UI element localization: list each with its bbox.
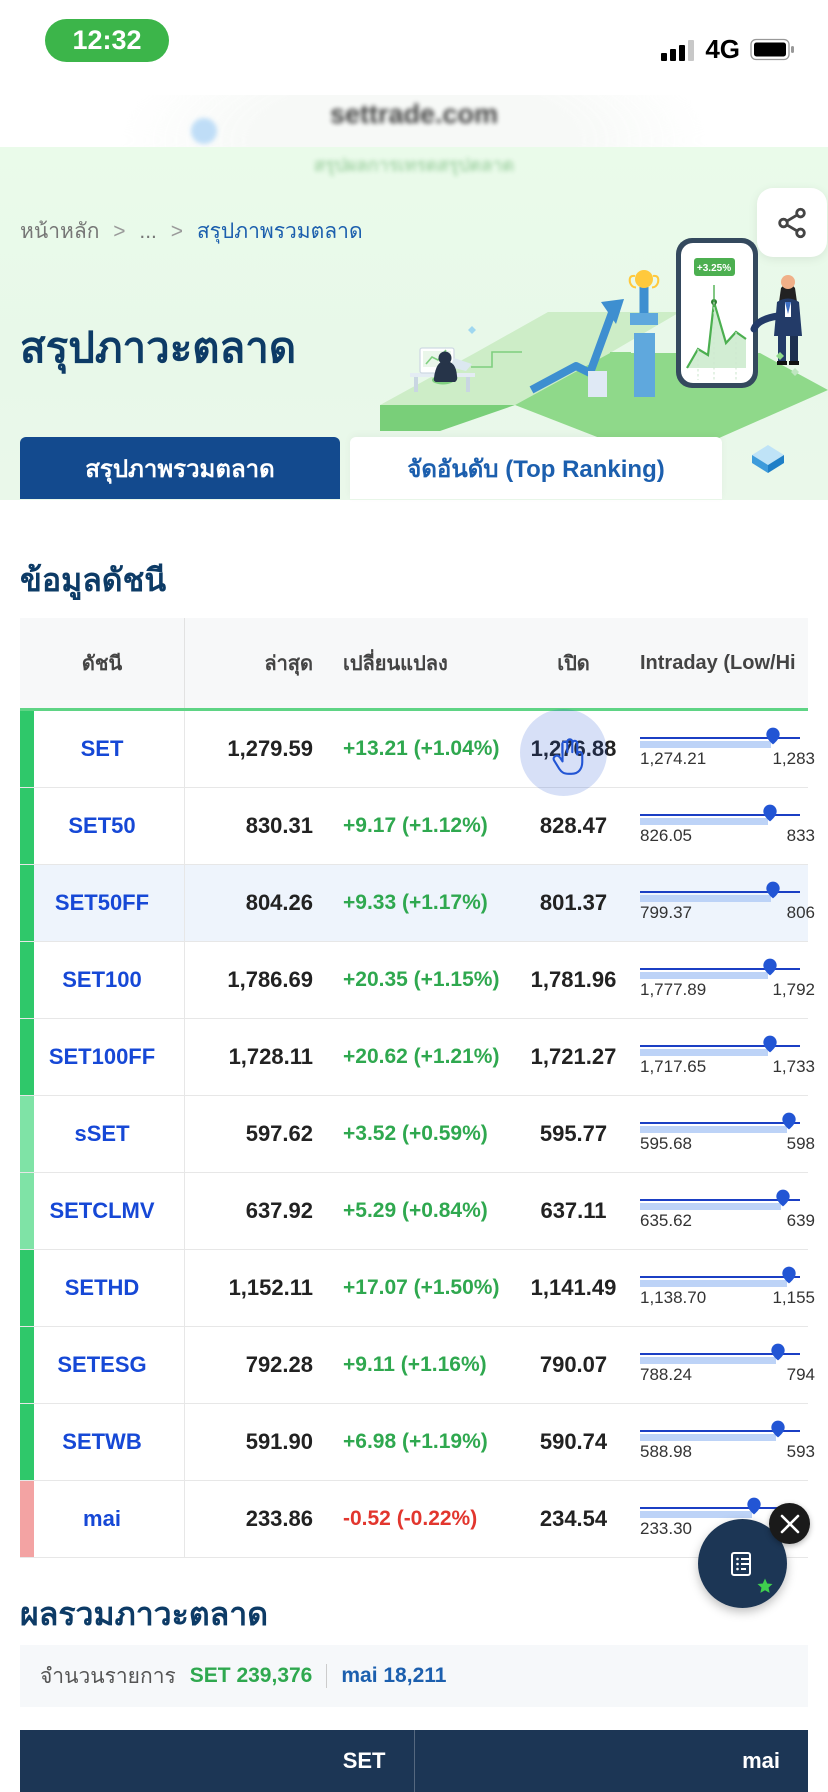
svg-text:+3.25%: +3.25% (697, 263, 731, 274)
